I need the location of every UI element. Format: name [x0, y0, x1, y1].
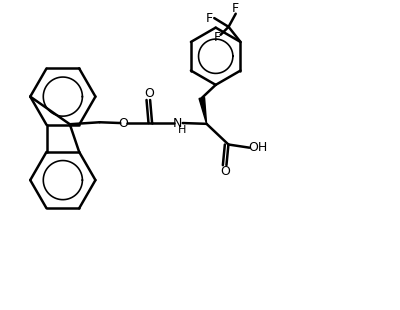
Text: O: O [118, 117, 128, 130]
Text: H: H [178, 125, 186, 135]
Polygon shape [199, 97, 206, 124]
Text: F: F [232, 2, 239, 16]
Text: O: O [221, 166, 230, 179]
Text: F: F [214, 31, 221, 44]
Text: F: F [206, 11, 213, 24]
Text: N: N [173, 117, 183, 130]
Text: O: O [144, 87, 154, 100]
Text: OH: OH [248, 141, 267, 154]
